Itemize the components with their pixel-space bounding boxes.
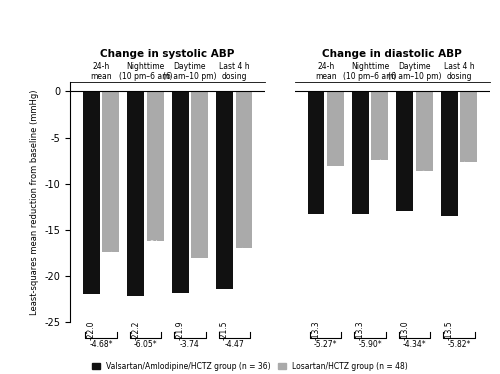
Y-axis label: Least-squares mean reduction from baseline (mmHg): Least-squares mean reduction from baseli… — [30, 89, 38, 315]
Text: -22.0: -22.0 — [87, 320, 96, 340]
Text: 24-h
mean: 24-h mean — [315, 62, 336, 82]
Text: -21.9: -21.9 — [176, 320, 184, 340]
Bar — [102, 92, 120, 252]
Bar — [191, 92, 208, 258]
Text: -7.4: -7.4 — [376, 157, 384, 172]
Text: -8.1: -8.1 — [331, 163, 340, 178]
Bar — [308, 92, 324, 214]
Text: -5.82*: -5.82* — [447, 340, 470, 349]
Text: Daytime
(6 am–10 pm): Daytime (6 am–10 pm) — [388, 62, 442, 82]
Text: -16.2: -16.2 — [150, 238, 160, 257]
Text: -6.05*: -6.05* — [134, 340, 158, 349]
Text: -13.5: -13.5 — [444, 320, 454, 340]
Bar — [216, 92, 233, 289]
Bar — [440, 92, 458, 216]
Text: -22.2: -22.2 — [131, 320, 140, 340]
Text: -13.0: -13.0 — [400, 320, 409, 340]
Text: -18.1: -18.1 — [195, 255, 204, 275]
Bar — [396, 92, 413, 211]
Legend: Valsartan/Amlodipine/HCTZ group (n = 36), Losartan/HCTZ group (n = 48): Valsartan/Amlodipine/HCTZ group (n = 36)… — [89, 359, 411, 374]
Text: -4.68*: -4.68* — [90, 340, 113, 349]
Bar — [236, 92, 252, 248]
Text: -13.3: -13.3 — [356, 320, 365, 340]
Text: -4.47: -4.47 — [224, 340, 244, 349]
Text: Nighttime
(10 pm–6 am): Nighttime (10 pm–6 am) — [118, 62, 172, 82]
Text: 24-h
mean: 24-h mean — [90, 62, 112, 82]
Bar — [372, 92, 388, 160]
Text: -21.5: -21.5 — [220, 320, 229, 340]
Bar — [460, 92, 477, 162]
Title: Change in diastolic ABP: Change in diastolic ABP — [322, 49, 462, 59]
Bar — [128, 92, 144, 296]
Title: Change in systolic ABP: Change in systolic ABP — [100, 49, 235, 59]
Text: Nighttime
(10 pm–6 am): Nighttime (10 pm–6 am) — [344, 62, 397, 82]
Bar — [172, 92, 188, 293]
Text: -13.3: -13.3 — [312, 320, 320, 340]
Bar — [83, 92, 100, 294]
Text: -4.34*: -4.34* — [402, 340, 426, 349]
Bar — [327, 92, 344, 166]
Text: Last 4 h
dosing: Last 4 h dosing — [219, 62, 250, 82]
Bar — [147, 92, 164, 240]
Bar — [416, 92, 432, 171]
Text: -8.6: -8.6 — [420, 168, 429, 183]
Text: -5.90*: -5.90* — [358, 340, 382, 349]
Text: -17.4: -17.4 — [106, 249, 116, 269]
Text: -3.74: -3.74 — [180, 340, 200, 349]
Text: -5.27*: -5.27* — [314, 340, 338, 349]
Text: Last 4 h
dosing: Last 4 h dosing — [444, 62, 474, 82]
Text: Daytime
(6 am–10 pm): Daytime (6 am–10 pm) — [163, 62, 216, 82]
Text: -17.0: -17.0 — [240, 245, 248, 265]
Text: -7.7: -7.7 — [464, 160, 473, 175]
Bar — [352, 92, 369, 214]
